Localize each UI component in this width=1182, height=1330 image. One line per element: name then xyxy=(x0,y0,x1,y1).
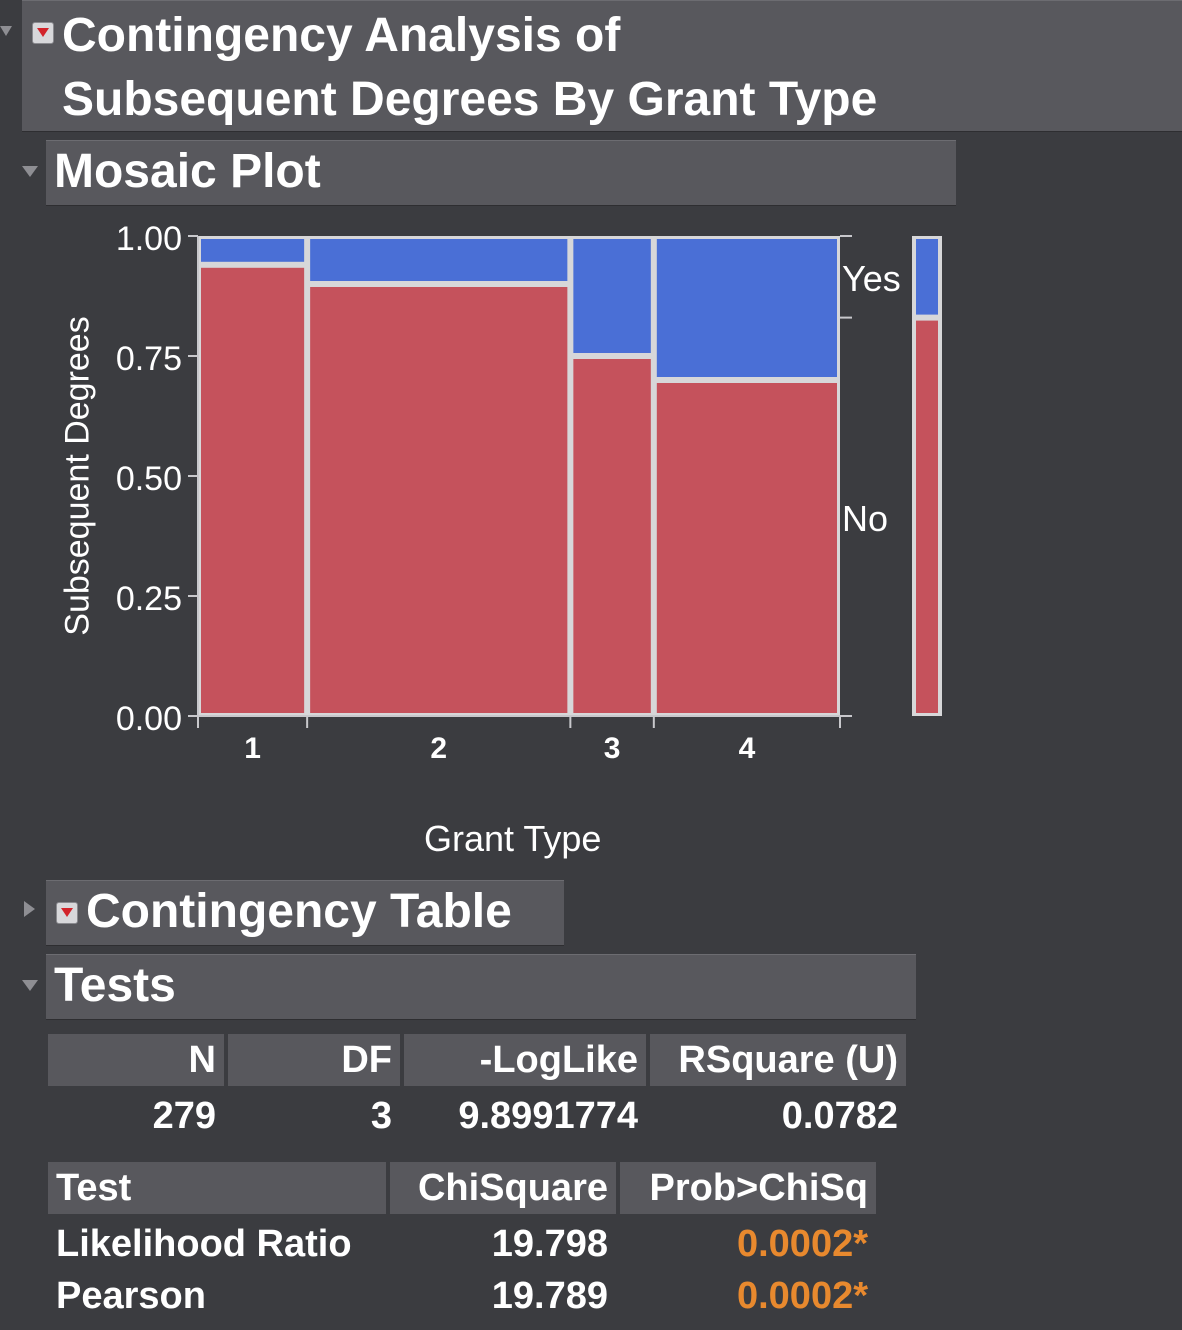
mosaic-section-header xyxy=(46,140,956,206)
mosaic-plot[interactable] xyxy=(0,0,1182,800)
y-tick-label-0.00: 0.00 xyxy=(115,700,182,738)
prob-pearson: 0.0002* xyxy=(736,1275,868,1317)
x-axis-label: Grant Type xyxy=(424,818,602,859)
test-name-likelihood-ratio: Likelihood Ratio xyxy=(56,1223,352,1265)
tests-section-title: Tests xyxy=(54,959,176,1012)
x-tick-label-3: 3 xyxy=(603,732,621,765)
y-tick-label-0.50: 0.50 xyxy=(115,460,182,498)
value-rsquare: 0.0782 xyxy=(781,1095,898,1137)
mosaic-tile-no-4 xyxy=(656,383,837,713)
mosaic-tile-yes-4 xyxy=(656,239,837,377)
red-triangle-menu-icon[interactable] xyxy=(56,902,78,924)
red-triangle-menu-icon[interactable] xyxy=(32,22,54,44)
x-tick-label-4: 4 xyxy=(738,732,756,765)
report-title-line1: Contingency Analysis of xyxy=(62,9,621,62)
mosaic-tile-yes-1 xyxy=(201,239,305,262)
marginal-tile-no xyxy=(916,320,938,713)
mosaic-section-title: Mosaic Plot xyxy=(54,145,321,198)
chisq-likelihood-ratio: 19.798 xyxy=(491,1223,608,1265)
tests-disclosure-icon[interactable] xyxy=(22,980,38,991)
y-tick-label-0.25: 0.25 xyxy=(115,580,182,618)
y-tick-label-1.00: 1.00 xyxy=(115,220,182,258)
marginal-tile-yes xyxy=(916,239,938,315)
mosaic-disclosure-icon[interactable] xyxy=(22,166,38,177)
contingency-section-title: Contingency Table xyxy=(86,885,512,938)
value-df: 3 xyxy=(370,1095,392,1137)
tests-section-header xyxy=(46,954,916,1020)
value-loglike: 9.8991774 xyxy=(458,1095,638,1137)
prob-likelihood-ratio: 0.0002* xyxy=(736,1223,868,1265)
mosaic-tile-yes-3 xyxy=(573,239,651,353)
legend-label-yes: Yes xyxy=(842,258,901,299)
contingency-section-header xyxy=(46,880,564,946)
col-header-df: DF xyxy=(228,1034,400,1086)
contingency-disclosure-icon[interactable] xyxy=(24,901,35,917)
mosaic-tile-yes-2 xyxy=(310,239,568,281)
x-tick-label-2: 2 xyxy=(430,732,448,765)
x-tick-label-1: 1 xyxy=(244,732,261,765)
test-name-pearson: Pearson xyxy=(56,1275,206,1317)
mosaic-tile-no-3 xyxy=(573,359,651,713)
y-tick-label-0.75: 0.75 xyxy=(115,340,182,378)
chisq-pearson: 19.789 xyxy=(491,1275,608,1317)
mosaic-tile-no-1 xyxy=(201,267,305,713)
mosaic-tile-no-2 xyxy=(310,287,568,713)
col-header-rsquare: RSquare (U) xyxy=(650,1034,906,1086)
legend-label-no: No xyxy=(842,498,889,539)
report-title-line2: Subsequent Degrees By Grant Type xyxy=(62,73,878,126)
col-header-test: Test xyxy=(48,1162,386,1214)
col-header-prob: Prob>ChiSq xyxy=(620,1162,876,1214)
col-header-chisquare: ChiSquare xyxy=(390,1162,616,1214)
value-n: 279 xyxy=(152,1095,216,1137)
col-header-loglike: -LogLike xyxy=(404,1034,646,1086)
report-header xyxy=(22,0,1182,132)
col-header-n: N xyxy=(48,1034,224,1086)
report-disclosure-icon[interactable] xyxy=(0,26,12,36)
